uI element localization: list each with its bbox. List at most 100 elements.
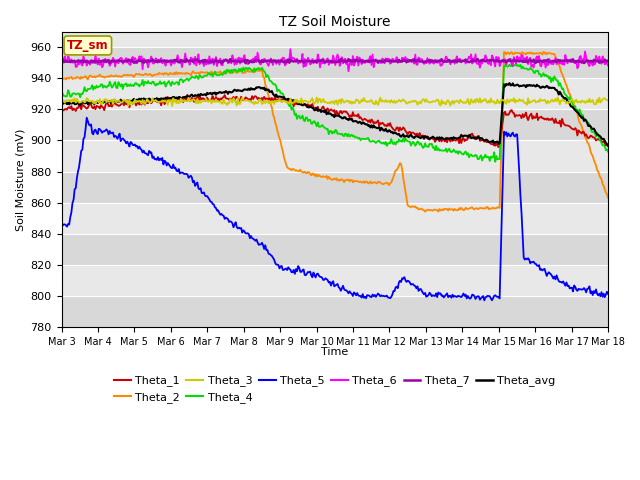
Theta_5 (508, 131, 515, 137)
Y-axis label: Soil Moisture (mV): Soil Moisture (mV) (15, 128, 25, 230)
Theta_6 (322, 59, 330, 64)
Theta_5 (83, 115, 90, 120)
Theta_3 (593, 96, 601, 102)
Theta_1 (355, 111, 362, 117)
Theta_1 (604, 144, 612, 149)
Line: Theta_2: Theta_2 (61, 52, 608, 212)
Line: Theta_3: Theta_3 (61, 97, 608, 106)
Theta_4 (507, 63, 515, 69)
Theta_2 (507, 50, 515, 56)
Theta_3 (604, 98, 612, 104)
Theta_5 (593, 291, 601, 297)
Theta_2 (353, 178, 361, 184)
Theta_6 (593, 56, 601, 61)
Theta_6 (508, 62, 515, 68)
Theta_3 (168, 103, 176, 109)
Theta_6 (345, 68, 353, 74)
Theta_5 (384, 295, 392, 300)
Theta_1 (508, 107, 515, 113)
Theta_4 (58, 92, 65, 97)
Theta_4 (383, 143, 390, 149)
Legend: Theta_1, Theta_2, Theta_3, Theta_4, Theta_5, Theta_6, Theta_7, Theta_avg: Theta_1, Theta_2, Theta_3, Theta_4, Thet… (109, 371, 560, 408)
Theta_5 (355, 292, 362, 298)
Theta_2 (604, 195, 612, 201)
Theta_avg (317, 109, 325, 115)
Theta_avg (507, 83, 515, 88)
Theta_7 (218, 60, 225, 66)
Theta_5 (481, 298, 488, 303)
Theta_1 (384, 121, 392, 127)
Theta_2 (317, 174, 325, 180)
Bar (61, 171, 608, 203)
Bar (61, 47, 608, 78)
Theta_7 (337, 56, 345, 62)
Line: Theta_1: Theta_1 (61, 95, 608, 147)
Theta_2 (540, 49, 547, 55)
Line: Theta_6: Theta_6 (61, 49, 608, 71)
Theta_7 (356, 58, 364, 63)
Theta_4 (321, 125, 328, 131)
Bar (61, 141, 608, 171)
Theta_avg (592, 130, 600, 136)
Theta_4 (512, 61, 520, 67)
Theta_7 (385, 58, 393, 64)
Theta_1 (318, 105, 326, 110)
Theta_6 (604, 62, 612, 68)
Theta_5 (604, 291, 612, 297)
Theta_6 (385, 56, 393, 62)
Line: Theta_7: Theta_7 (61, 59, 608, 63)
Theta_3 (322, 99, 330, 105)
Theta_3 (554, 95, 561, 100)
Theta_3 (384, 98, 392, 104)
Bar (61, 78, 608, 109)
Theta_6 (287, 46, 294, 52)
Theta_4 (492, 159, 499, 165)
Theta_1 (184, 92, 191, 97)
Theta_3 (58, 96, 65, 102)
Theta_7 (508, 58, 515, 64)
Theta_5 (322, 276, 330, 281)
Theta_7 (604, 58, 612, 63)
Text: TZ_sm: TZ_sm (67, 39, 109, 52)
Theta_5 (58, 220, 65, 226)
Theta_avg (58, 102, 65, 108)
Theta_4 (593, 130, 601, 135)
Theta_avg (506, 80, 513, 86)
Theta_6 (356, 55, 364, 60)
Theta_5 (318, 275, 326, 281)
Theta_avg (321, 109, 328, 115)
Theta_avg (353, 119, 361, 125)
Bar (61, 234, 608, 265)
Theta_avg (383, 128, 390, 134)
Theta_3 (355, 98, 362, 104)
Theta_1 (58, 105, 65, 111)
Theta_3 (507, 96, 515, 102)
Theta_1 (322, 107, 330, 113)
Bar (61, 203, 608, 234)
Theta_avg (604, 143, 612, 148)
Theta_2 (421, 209, 429, 215)
Theta_6 (318, 60, 326, 66)
Theta_6 (58, 57, 65, 62)
Theta_2 (321, 174, 328, 180)
Bar (61, 296, 608, 327)
Theta_4 (317, 123, 325, 129)
Theta_7 (318, 57, 326, 63)
Theta_2 (58, 76, 65, 82)
Line: Theta_avg: Theta_avg (61, 83, 608, 145)
Theta_1 (495, 144, 502, 150)
Theta_2 (383, 180, 390, 186)
Theta_7 (593, 58, 601, 64)
Theta_4 (353, 134, 361, 140)
Theta_1 (593, 136, 601, 142)
Line: Theta_4: Theta_4 (61, 64, 608, 162)
X-axis label: Time: Time (321, 347, 348, 357)
Theta_7 (58, 58, 65, 63)
Title: TZ Soil Moisture: TZ Soil Moisture (279, 15, 390, 29)
Theta_7 (322, 59, 330, 65)
Line: Theta_5: Theta_5 (61, 118, 608, 300)
Theta_4 (604, 149, 612, 155)
Bar (61, 109, 608, 141)
Theta_2 (593, 167, 601, 173)
Bar (61, 265, 608, 296)
